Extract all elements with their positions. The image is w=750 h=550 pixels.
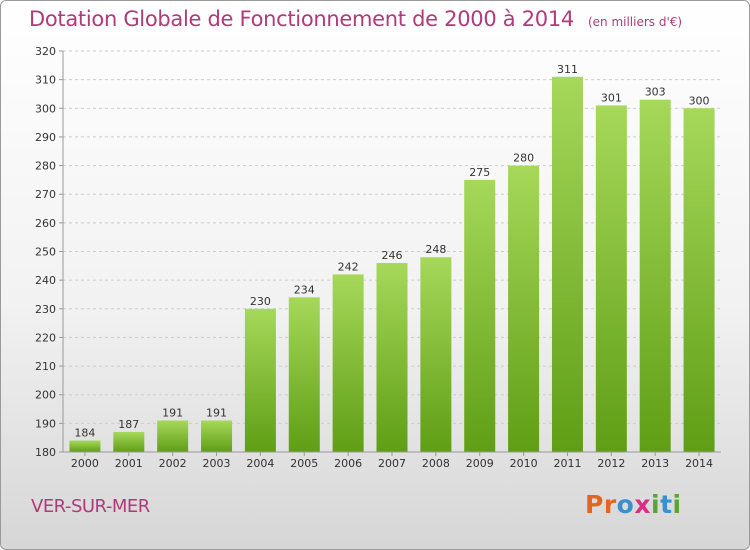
value-label-2007: 246: [382, 249, 403, 262]
value-label-2006: 242: [338, 260, 359, 273]
bar-2006: [332, 274, 364, 452]
value-label-2013: 303: [645, 86, 666, 99]
x-tick-label-2002: 2002: [159, 457, 187, 470]
value-label-2008: 248: [425, 243, 446, 256]
chart-title-text: Dotation Globale de Fonctionnement de 20…: [29, 7, 574, 31]
value-label-2011: 311: [557, 63, 578, 76]
commune-name: VER-SUR-MER: [31, 496, 150, 517]
x-tick-label-2012: 2012: [597, 457, 625, 470]
y-tick-label: 320: [35, 45, 56, 58]
y-tick-label: 280: [35, 160, 56, 173]
x-tick-label-2011: 2011: [553, 457, 581, 470]
value-label-2003: 191: [206, 406, 227, 419]
x-tick-label-2001: 2001: [115, 457, 143, 470]
bar-2007: [376, 262, 408, 452]
bar-2001: [113, 431, 145, 452]
value-label-2002: 191: [162, 406, 183, 419]
x-tick-label-2014: 2014: [685, 457, 713, 470]
bar-2004: [244, 308, 276, 452]
chart-subtitle: (en milliers d'€): [587, 15, 683, 29]
logo-letter: P: [585, 490, 604, 519]
x-tick-label-2013: 2013: [641, 457, 669, 470]
logo-letter: i: [651, 490, 661, 519]
bar-2009: [464, 179, 496, 452]
y-tick-label: 190: [35, 417, 56, 430]
bar-2003: [201, 420, 233, 452]
x-tick-label-2008: 2008: [422, 457, 450, 470]
y-tick-label: 310: [35, 74, 56, 87]
bar-2000: [69, 440, 101, 452]
value-label-2012: 301: [601, 91, 622, 104]
y-tick-label: 290: [35, 131, 56, 144]
logo-letter: r: [603, 490, 617, 519]
bar-2010: [508, 165, 540, 453]
logo-letter: x: [634, 490, 651, 519]
logo-letter: i: [672, 490, 682, 519]
logo-letter: o: [616, 490, 635, 519]
y-tick-label: 220: [35, 331, 56, 344]
bar-2002: [157, 420, 189, 452]
y-tick-label: 250: [35, 246, 56, 259]
y-tick-label: 200: [35, 389, 56, 402]
value-label-2010: 280: [513, 152, 534, 165]
y-tick-label: 210: [35, 360, 56, 373]
x-tick-label-2009: 2009: [466, 457, 494, 470]
bar-2013: [639, 99, 671, 452]
chart-title: Dotation Globale de Fonctionnement de 20…: [29, 7, 682, 31]
value-label-2001: 187: [118, 418, 139, 431]
bar-2008: [420, 257, 452, 452]
x-tick-label-2005: 2005: [290, 457, 318, 470]
bar-2005: [288, 297, 320, 452]
x-tick-label-2006: 2006: [334, 457, 362, 470]
y-tick-label: 240: [35, 274, 56, 287]
bar-2014: [683, 108, 715, 453]
x-tick-label-2003: 2003: [203, 457, 231, 470]
value-label-2014: 300: [689, 94, 710, 107]
proxiti-logo: Proxiti: [585, 490, 682, 519]
y-tick-label: 180: [35, 446, 56, 459]
axes: 180 190 200 210 220 230 240 250 260 270 280 290 300 3…: [35, 45, 721, 470]
x-tick-label-2004: 2004: [246, 457, 274, 470]
bars: 184 187 191 191 230 234 242 246 248 275 280 311 301 3…: [69, 63, 715, 453]
y-tick-label: 230: [35, 303, 56, 316]
x-tick-label-2000: 2000: [71, 457, 99, 470]
bar-2012: [595, 105, 627, 453]
x-tick-label-2007: 2007: [378, 457, 406, 470]
value-label-2000: 184: [74, 427, 95, 440]
y-tick-label: 300: [35, 102, 56, 115]
bar-2011: [551, 76, 583, 453]
y-tick-label: 270: [35, 188, 56, 201]
x-tick-label-2010: 2010: [510, 457, 538, 470]
value-label-2005: 234: [294, 283, 315, 296]
value-label-2004: 230: [250, 295, 271, 308]
value-label-2009: 275: [469, 166, 490, 179]
logo-letter: t: [660, 490, 673, 519]
y-tick-label: 260: [35, 217, 56, 230]
